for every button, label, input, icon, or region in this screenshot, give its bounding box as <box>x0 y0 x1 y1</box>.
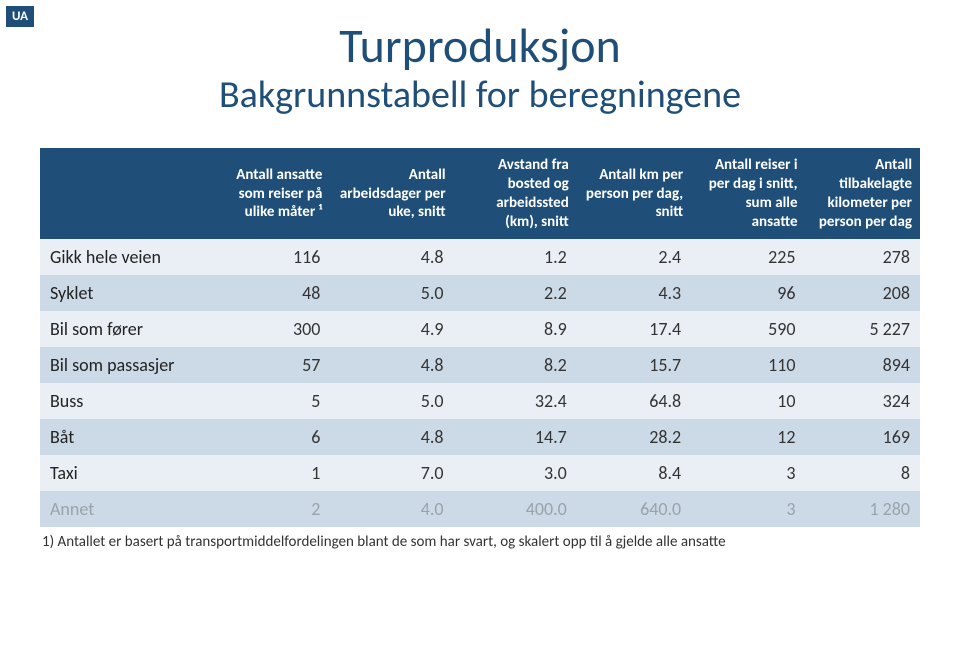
cell-value: 2.4 <box>577 239 691 275</box>
cell-value: 4.0 <box>330 491 453 527</box>
cell-value: 5.0 <box>330 275 453 311</box>
cell-value: 96 <box>691 275 805 311</box>
cell-value: 17.4 <box>577 311 691 347</box>
row-label: Bil som passasjer <box>40 347 207 383</box>
title-block: Turproduksjon Bakgrunnstabell for beregn… <box>40 20 920 118</box>
row-label: Syklet <box>40 275 207 311</box>
cell-value: 324 <box>806 383 920 419</box>
cell-value: 110 <box>691 347 805 383</box>
cell-value: 400.0 <box>454 491 577 527</box>
cell-value: 4.8 <box>330 419 453 455</box>
cell-value: 14.7 <box>454 419 577 455</box>
footnote: 1) Antallet er basert på transportmiddel… <box>40 533 920 551</box>
cell-value: 8.2 <box>454 347 577 383</box>
cell-value: 2.2 <box>454 275 577 311</box>
row-label: Annet <box>40 491 207 527</box>
cell-value: 278 <box>806 239 920 275</box>
cell-value: 4.3 <box>577 275 691 311</box>
col-header-5: Antall reiser i per dag i snitt, sum all… <box>691 148 805 239</box>
table-row: Bil som fører3004.98.917.45905 227 <box>40 311 920 347</box>
ua-badge: UA <box>6 6 34 27</box>
cell-value: 12 <box>691 419 805 455</box>
table-row: Taxi17.03.08.438 <box>40 455 920 491</box>
cell-value: 5 <box>207 383 330 419</box>
cell-value: 28.2 <box>577 419 691 455</box>
col-header-1: Antall ansatte som reiser på ulike måter… <box>207 148 330 239</box>
cell-value: 1.2 <box>454 239 577 275</box>
cell-value: 894 <box>806 347 920 383</box>
cell-value: 3 <box>691 455 805 491</box>
cell-value: 3.0 <box>454 455 577 491</box>
cell-value: 7.0 <box>330 455 453 491</box>
page-title: Turproduksjon <box>40 20 920 73</box>
col-header-2: Antall arbeidsdager per uke, snitt <box>330 148 453 239</box>
cell-value: 8.4 <box>577 455 691 491</box>
cell-value: 1 <box>207 455 330 491</box>
cell-value: 116 <box>207 239 330 275</box>
table-row: Buss55.032.464.810324 <box>40 383 920 419</box>
cell-value: 15.7 <box>577 347 691 383</box>
cell-value: 208 <box>806 275 920 311</box>
row-label: Buss <box>40 383 207 419</box>
cell-value: 6 <box>207 419 330 455</box>
table-row: Bil som passasjer574.88.215.7110894 <box>40 347 920 383</box>
cell-value: 5 227 <box>806 311 920 347</box>
cell-value: 4.8 <box>330 239 453 275</box>
cell-value: 2 <box>207 491 330 527</box>
cell-value: 8.9 <box>454 311 577 347</box>
cell-value: 10 <box>691 383 805 419</box>
cell-value: 57 <box>207 347 330 383</box>
cell-value: 4.9 <box>330 311 453 347</box>
page-subtitle: Bakgrunnstabell for beregningene <box>40 73 920 119</box>
cell-value: 48 <box>207 275 330 311</box>
col-header-3: Avstand fra bosted og arbeidssted (km), … <box>454 148 577 239</box>
table-row: Annet24.0400.0640.031 280 <box>40 491 920 527</box>
cell-value: 225 <box>691 239 805 275</box>
cell-value: 3 <box>691 491 805 527</box>
cell-value: 1 280 <box>806 491 920 527</box>
row-label: Båt <box>40 419 207 455</box>
row-label: Bil som fører <box>40 311 207 347</box>
data-table: Antall ansatte som reiser på ulike måter… <box>40 148 920 527</box>
cell-value: 64.8 <box>577 383 691 419</box>
col-header-4: Antall km per person per dag, snitt <box>577 148 691 239</box>
cell-value: 8 <box>806 455 920 491</box>
col-header-6: Antall tilbakelagte kilometer per person… <box>806 148 920 239</box>
cell-value: 300 <box>207 311 330 347</box>
table-header-row: Antall ansatte som reiser på ulike måter… <box>40 148 920 239</box>
cell-value: 4.8 <box>330 347 453 383</box>
cell-value: 590 <box>691 311 805 347</box>
row-label: Taxi <box>40 455 207 491</box>
row-label: Gikk hele veien <box>40 239 207 275</box>
table-row: Syklet485.02.24.396208 <box>40 275 920 311</box>
cell-value: 32.4 <box>454 383 577 419</box>
cell-value: 169 <box>806 419 920 455</box>
col-header-label <box>40 148 207 239</box>
cell-value: 640.0 <box>577 491 691 527</box>
table-row: Gikk hele veien1164.81.22.4225278 <box>40 239 920 275</box>
table-row: Båt64.814.728.212169 <box>40 419 920 455</box>
cell-value: 5.0 <box>330 383 453 419</box>
